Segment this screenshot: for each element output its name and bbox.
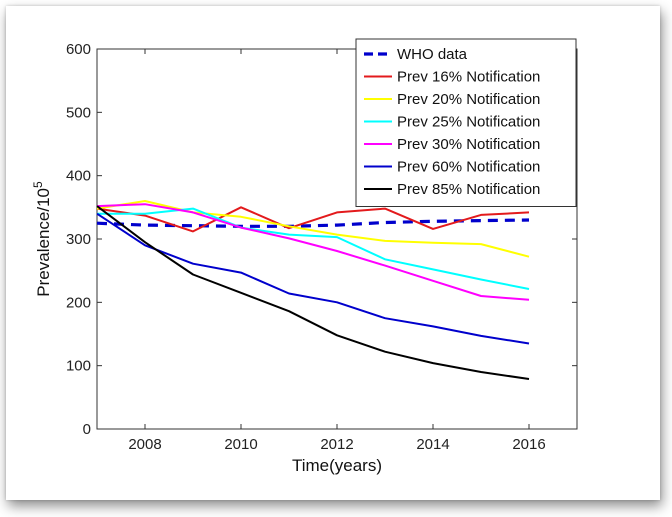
series-line-4	[96, 203, 530, 301]
series-line-3	[97, 207, 530, 290]
y-tick-label: 400	[66, 168, 91, 185]
x-tick-label: 2014	[416, 436, 449, 453]
y-tick-label: 500	[66, 104, 91, 121]
legend-label-5: Prev 60% Notification	[397, 159, 540, 176]
y-tick-label: 100	[66, 358, 91, 375]
legend-label-3: Prev 25% Notification	[397, 114, 540, 131]
legend-label-2: Prev 20% Notification	[397, 91, 540, 108]
legend-box	[355, 38, 577, 207]
y-tick-label: 0	[83, 421, 91, 438]
y-tick-label: 600	[66, 41, 91, 58]
y-tick-label: 300	[66, 231, 91, 248]
series-line-1	[96, 206, 530, 233]
y-tick-label: 200	[66, 294, 91, 311]
y-axis-label: Prevalence/105	[31, 181, 53, 297]
x-tick-label: 2010	[224, 436, 257, 453]
x-axis-label: Time(years)	[292, 456, 382, 475]
x-tick-label: 2012	[320, 436, 353, 453]
series-line-6	[96, 205, 530, 380]
series-line-5	[96, 212, 530, 345]
x-tick-label: 2016	[512, 436, 545, 453]
legend-label-1: Prev 16% Notification	[397, 69, 540, 86]
x-tick-label: 2008	[128, 436, 161, 453]
series-line-2	[96, 200, 530, 258]
legend-label-4: Prev 30% Notification	[397, 136, 540, 153]
legend-label-0: WHO data	[397, 46, 468, 63]
legend-label-6: Prev 85% Notification	[397, 181, 540, 198]
